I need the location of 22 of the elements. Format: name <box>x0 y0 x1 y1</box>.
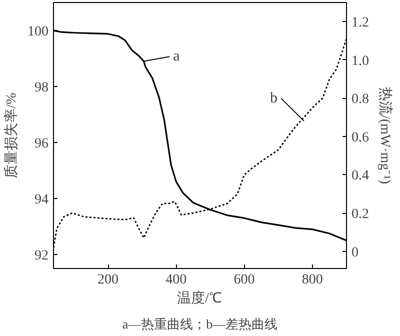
x-tick-label: 800 <box>302 272 323 288</box>
x-tick-label: 600 <box>234 272 255 288</box>
y2-tick-label: 0.6 <box>352 130 369 146</box>
y2-tick-label: 0.8 <box>352 92 369 108</box>
y-tick-label: 98 <box>34 80 48 96</box>
y2-tick-label: 0.4 <box>352 168 369 184</box>
y2-tick-label: 0.2 <box>352 207 369 222</box>
y-tick-label: 100 <box>28 24 48 40</box>
y2-tick-label: 1.2 <box>352 16 369 31</box>
y-tick-label: 92 <box>34 248 48 264</box>
x-axis-title: 温度/℃ <box>177 290 222 306</box>
x-tick-label: 200 <box>98 272 119 288</box>
y-tick-label: 94 <box>34 192 48 208</box>
annotation: b <box>270 90 278 106</box>
y2-tick-label: 1.0 <box>352 54 369 69</box>
annotation: a <box>173 48 180 65</box>
y2-axis-title: 热流/(mW·mg⁻¹) <box>377 86 393 184</box>
y-axis-title: 质量损失率/% <box>4 92 20 178</box>
y2-tick-label: 0 <box>352 245 358 260</box>
y-tick-label: 96 <box>34 136 48 152</box>
text: a—热重曲线；b—差热曲线 <box>122 316 278 332</box>
x-tick-label: 400 <box>166 272 187 288</box>
